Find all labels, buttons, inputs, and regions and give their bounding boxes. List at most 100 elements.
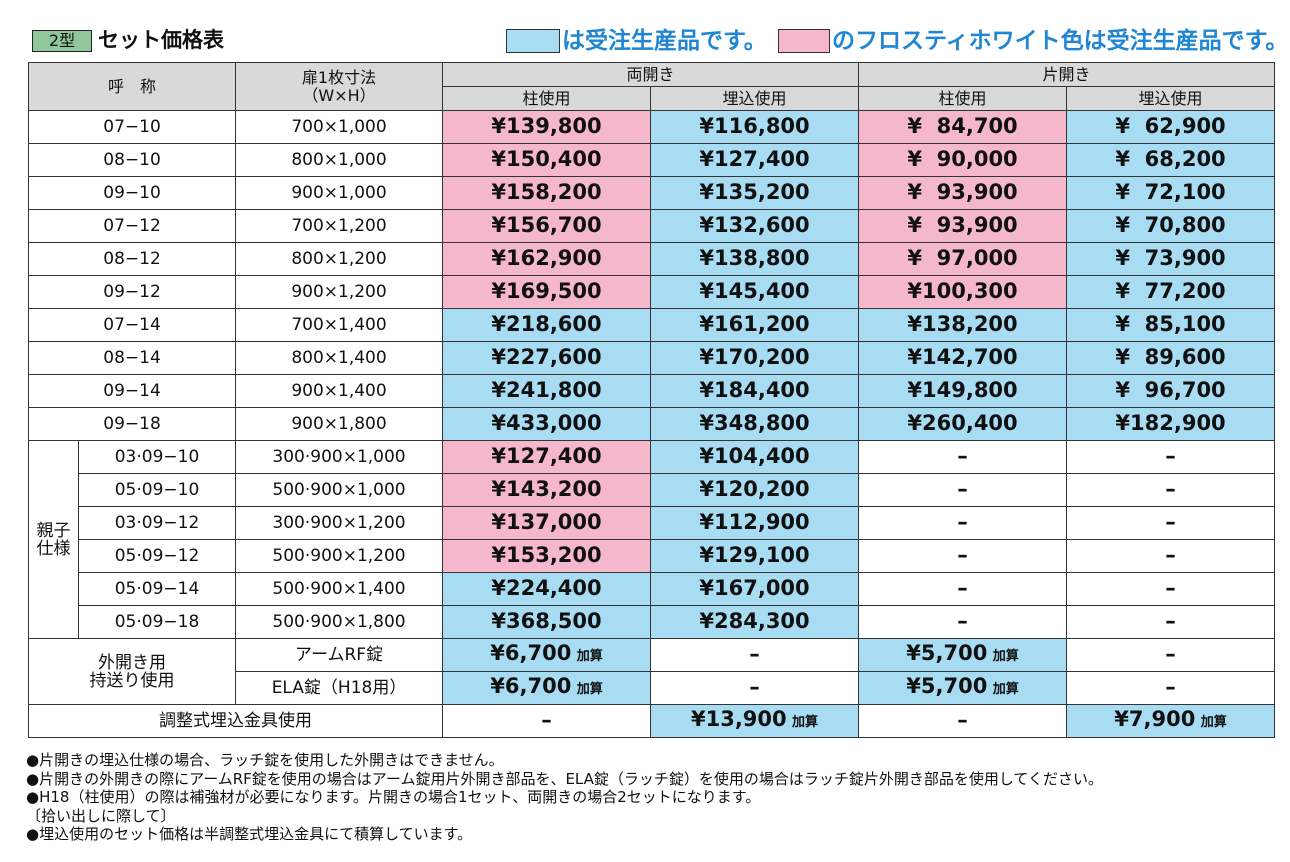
- note: ●埋込使用のセット価格は半調整式埋込金具にて積算しています。: [26, 825, 473, 843]
- price: –: [957, 708, 968, 732]
- price-cell: ¥139,800: [442, 110, 652, 144]
- row: 05·09−10 500·900×1,000 ¥143,200 ¥120,200 – –: [29, 473, 1276, 507]
- price: ¥127,400: [699, 147, 810, 171]
- row: 08−12 800×1,200 ¥162,900 ¥138,800 ¥ 97,000 ¥ …: [27, 242, 1276, 276]
- header: 2型 セット価格表 は受注生産品です。 のフロスティホワイト色は受注生産品です。: [28, 26, 1288, 56]
- price-note: 加算: [792, 715, 819, 730]
- price: ¥ 73,900: [1115, 246, 1226, 270]
- price-cell: ¥ 90,000: [858, 143, 1068, 177]
- price: ¥135,200: [699, 180, 810, 204]
- price: ¥ 62,900: [1115, 114, 1226, 138]
- price-cell: ¥ 77,200: [1066, 275, 1276, 309]
- price: –: [1165, 477, 1176, 501]
- price: ¥112,900: [699, 510, 810, 534]
- row: 07−14 700×1,400 ¥218,600 ¥161,200 ¥138,200 ¥ …: [27, 308, 1276, 342]
- row: ELA錠（H18用） ¥6,700 加算 – ¥5,700 加算 –: [29, 671, 1276, 705]
- row: 外開き用 持送り使用 アームRF錠 ¥6,700 加算 – ¥5,700 加算 –: [27, 638, 1276, 705]
- price-cell: ¥ 70,800: [1066, 209, 1276, 243]
- row: 調整式埋込金具使用 – ¥13,900 加算 – ¥7,900 加算: [27, 704, 1276, 738]
- badge: 2型: [32, 30, 92, 52]
- code-cell: 07−14: [27, 308, 237, 342]
- price: ¥170,200: [699, 345, 810, 369]
- price-cell: –: [650, 638, 860, 672]
- price: ¥6,700: [490, 674, 572, 698]
- size-cell: 900×1,400: [235, 374, 444, 408]
- price: ¥241,800: [491, 378, 602, 402]
- price: –: [957, 609, 968, 633]
- row: 03·09−12 300·900×1,200 ¥137,000 ¥112,900 – –: [29, 506, 1276, 540]
- price: ¥143,200: [491, 477, 602, 501]
- code-cell: 08−10: [27, 143, 237, 177]
- price-cell: –: [1066, 440, 1276, 474]
- price-note: 加算: [992, 649, 1019, 664]
- price-cell: –: [1066, 671, 1276, 705]
- price-cell: ¥162,900: [442, 242, 652, 276]
- row: 09−18 900×1,800 ¥433,000 ¥348,800 ¥260,400 ¥1…: [27, 407, 1276, 441]
- price: ¥104,400: [699, 444, 810, 468]
- price: ¥368,500: [491, 609, 602, 633]
- price-cell: ¥218,600: [442, 308, 652, 342]
- price-note: 加算: [576, 682, 603, 697]
- price: ¥145,400: [699, 279, 810, 303]
- price-cell: ¥ 93,900: [858, 176, 1068, 210]
- price-cell: ¥227,600: [442, 341, 652, 375]
- size-cell: ELA錠（H18用）: [235, 671, 444, 705]
- size-cell: 300·900×1,200: [235, 506, 444, 540]
- price-cell: ¥433,000: [442, 407, 652, 441]
- price: ¥ 93,900: [907, 213, 1018, 237]
- price-cell: ¥161,200: [650, 308, 860, 342]
- price: ¥142,700: [907, 345, 1018, 369]
- price-cell: ¥116,800: [650, 110, 860, 144]
- header-cell: 柱使用: [858, 86, 1068, 111]
- price: ¥5,700: [906, 641, 988, 665]
- price: ¥100,300: [907, 279, 1018, 303]
- price-cell: –: [858, 506, 1068, 540]
- code-cell: 03·09−12: [77, 506, 237, 540]
- price-cell: ¥138,800: [650, 242, 860, 276]
- price: –: [1165, 444, 1176, 468]
- price: ¥153,200: [491, 543, 602, 567]
- price-cell: ¥137,000: [442, 506, 652, 540]
- price: ¥227,600: [491, 345, 602, 369]
- size-cell: 800×1,200: [235, 242, 444, 276]
- price: ¥ 84,700: [907, 114, 1018, 138]
- legend-text: のフロスティホワイト色は受注生産品です。: [832, 28, 1289, 54]
- note: 〔拾い出しに際して〕: [26, 806, 176, 825]
- price-cell: ¥ 84,700: [858, 110, 1068, 144]
- price: ¥ 89,600: [1115, 345, 1226, 369]
- header-cell: 埋込使用: [650, 86, 860, 111]
- price: –: [749, 642, 760, 666]
- price: –: [749, 675, 760, 699]
- size-cell: 900×1,200: [235, 275, 444, 309]
- row: 07−12 700×1,200 ¥156,700 ¥132,600 ¥ 93,900 ¥ …: [27, 209, 1276, 243]
- code-cell: 09−10: [27, 176, 237, 210]
- price: ¥ 72,100: [1115, 180, 1226, 204]
- header-row: 呼 称扉1枚寸法 （W×H） 両開き 片開き: [27, 62, 1276, 111]
- size-cell: アームRF錠: [235, 638, 444, 672]
- price-cell: –: [1066, 539, 1276, 573]
- code-cell: 03·09−10: [77, 440, 237, 474]
- code-cell: 09−12: [27, 275, 237, 309]
- price-cell: ¥ 68,200: [1066, 143, 1276, 177]
- code-cell: 05·09−14: [77, 572, 237, 606]
- price: ¥5,700: [906, 674, 988, 698]
- text: 親子: [36, 520, 71, 541]
- note: ●H18（柱使用）の際は補強材が必要になります。片開きの場合1セット、両開きの場…: [26, 788, 761, 806]
- price: –: [541, 708, 552, 732]
- price-cell: ¥127,400: [442, 440, 652, 474]
- price-cell: ¥167,000: [650, 572, 860, 606]
- price: ¥161,200: [699, 312, 810, 336]
- price: ¥116,800: [699, 114, 810, 138]
- code-cell: 07−10: [27, 110, 237, 144]
- price-cell: ¥150,400: [442, 143, 652, 177]
- price-cell: ¥241,800: [442, 374, 652, 408]
- price: –: [957, 576, 968, 600]
- price-cell: ¥143,200: [442, 473, 652, 507]
- code-cell: 05·09−12: [77, 539, 237, 573]
- price-cell: ¥112,900: [650, 506, 860, 540]
- price: ¥149,800: [907, 378, 1018, 402]
- header-cell: 柱使用: [442, 86, 652, 111]
- size-cell: 500·900×1,400: [235, 572, 444, 606]
- legend-text: は受注生産品です。: [562, 28, 767, 54]
- price: –: [1165, 576, 1176, 600]
